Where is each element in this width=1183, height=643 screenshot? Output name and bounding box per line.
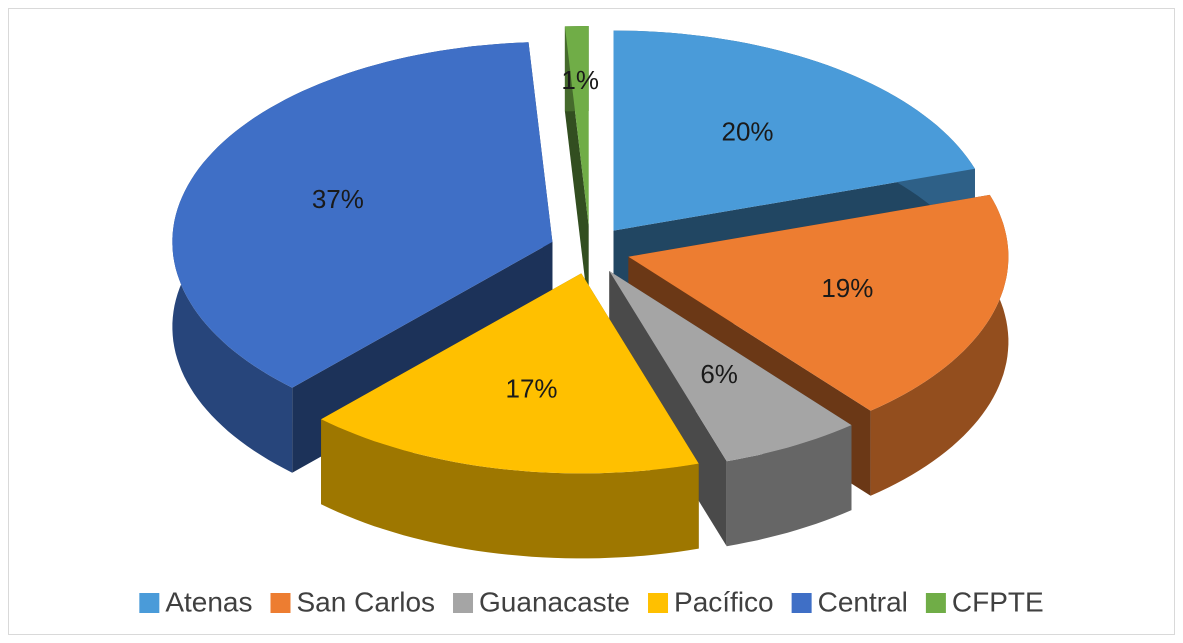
- legend-label: CFPTE: [952, 586, 1044, 617]
- legend-swatch: [270, 593, 291, 613]
- slice-top: [628, 194, 1009, 411]
- legend-swatch: [139, 593, 160, 613]
- slice-outer-wall: [726, 425, 852, 547]
- slice-top: [564, 26, 589, 226]
- slice-top: [172, 42, 553, 388]
- data-label: 1%: [561, 65, 599, 95]
- slice-outer-wall: [870, 194, 1009, 496]
- legend-label: Central: [818, 586, 908, 617]
- slice-top: [609, 271, 852, 462]
- pie-slice: [564, 26, 589, 312]
- legend-swatch: [791, 593, 812, 613]
- legend-swatch: [925, 593, 946, 613]
- data-label: 6%: [700, 359, 738, 389]
- legend-label: Atenas: [165, 586, 252, 617]
- data-label: 20%: [722, 116, 774, 146]
- slice-top: [613, 30, 975, 231]
- slice-outer-wall: [321, 419, 699, 559]
- legend-label: San Carlos: [297, 586, 436, 617]
- slice-top: [321, 273, 699, 474]
- data-label: 17%: [506, 373, 558, 403]
- legend-swatch: [648, 593, 669, 613]
- legend-label: Pacífico: [674, 586, 774, 617]
- data-label: 37%: [312, 184, 364, 214]
- legend-swatch: [453, 593, 474, 613]
- data-label: 19%: [821, 273, 873, 303]
- pie-slice: [321, 273, 699, 559]
- legend-label: Guanacaste: [479, 586, 630, 617]
